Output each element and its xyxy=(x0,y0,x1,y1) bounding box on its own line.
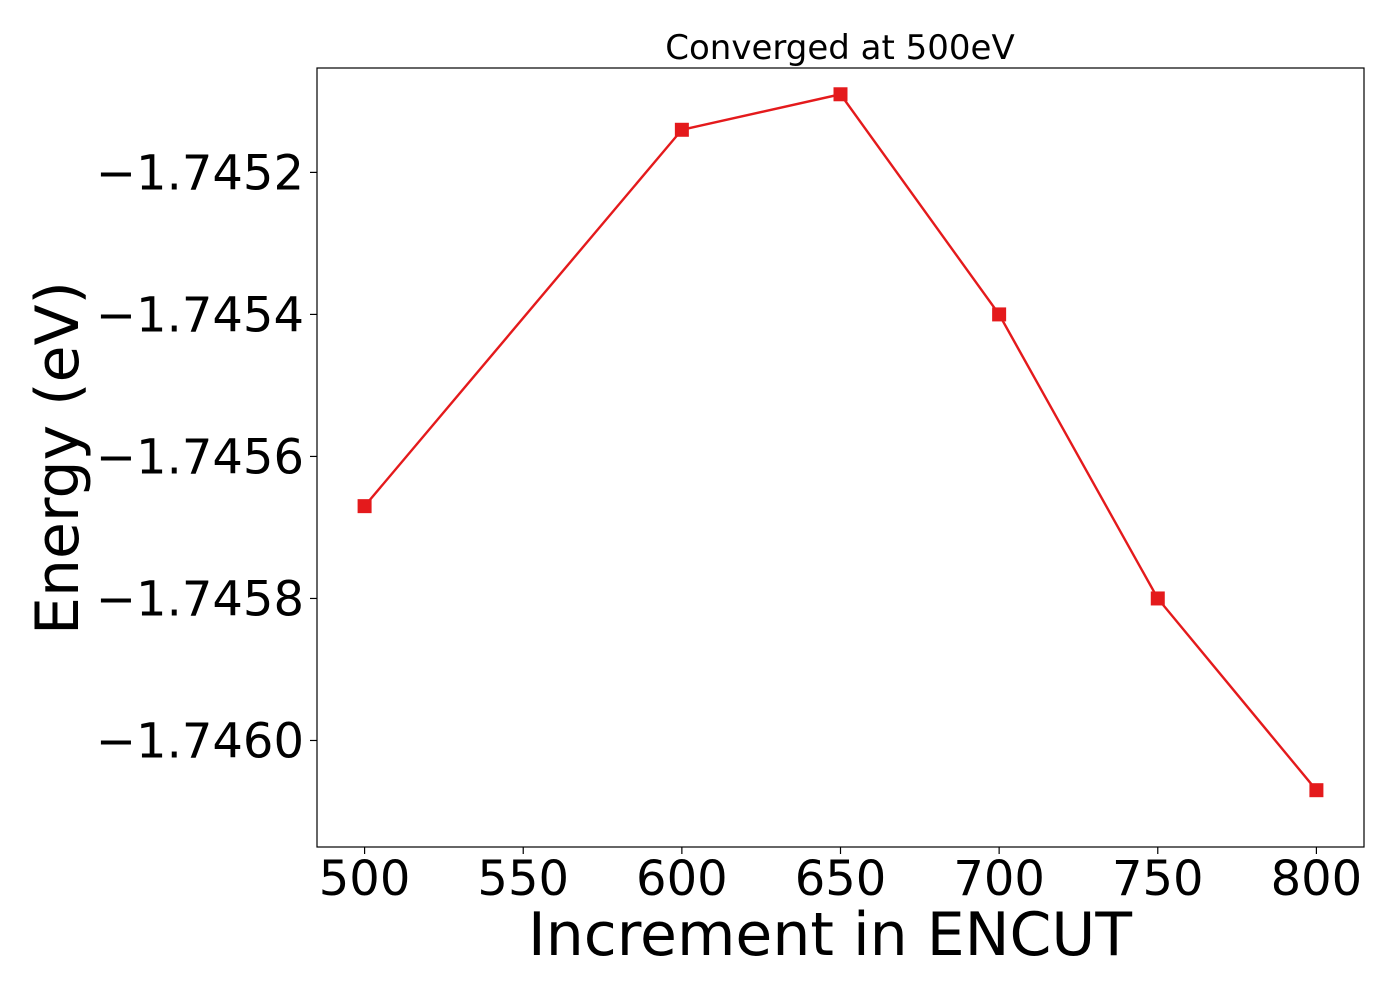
y-tick-label: −1.7458 xyxy=(96,571,304,627)
y-tick-label: −1.7456 xyxy=(96,429,304,485)
x-tick-label: 750 xyxy=(1112,851,1204,907)
x-axis-ticks: 500 550 600 650 700 750 800 xyxy=(319,847,1362,907)
x-tick-label: 600 xyxy=(636,851,728,907)
data-point-marker xyxy=(1309,783,1324,798)
y-tick-label: −1.7452 xyxy=(96,145,304,201)
data-point-marker xyxy=(357,499,372,514)
x-axis-label: Increment in ENCUT xyxy=(528,900,1132,970)
x-tick-label: 500 xyxy=(319,851,411,907)
plot-area-frame xyxy=(316,67,1365,848)
data-point-marker xyxy=(833,87,848,102)
y-axis-label: Energy (eV) xyxy=(23,281,93,635)
x-tick-label: 800 xyxy=(1271,851,1363,907)
data-point-marker xyxy=(992,307,1007,322)
series-line xyxy=(363,92,1318,791)
y-axis-ticks: −1.7452 −1.7454 −1.7456 −1.7458 −1.7460 xyxy=(96,145,317,769)
x-tick-label: 550 xyxy=(477,851,569,907)
x-tick-label: 650 xyxy=(795,851,887,907)
chart-title: Converged at 500eV xyxy=(665,28,1014,68)
y-tick-label: −1.7460 xyxy=(96,713,304,769)
y-tick-label: −1.7454 xyxy=(96,287,304,343)
data-point-marker xyxy=(1150,591,1165,606)
data-point-marker xyxy=(674,122,689,137)
series-layer xyxy=(357,87,1324,798)
x-tick-label: 700 xyxy=(953,851,1045,907)
